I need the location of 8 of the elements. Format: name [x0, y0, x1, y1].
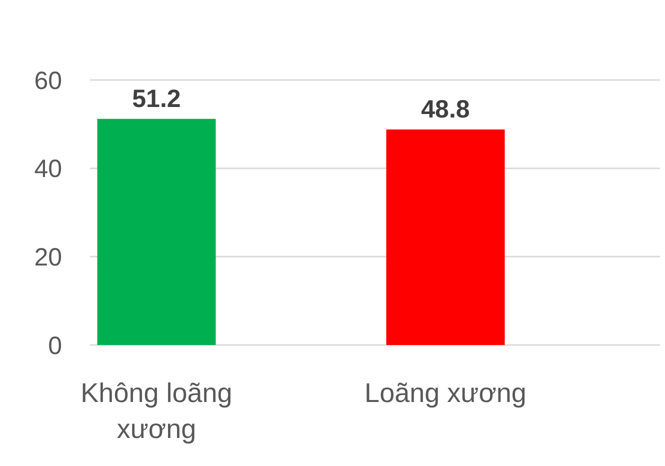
x-tick-label: Loãng xương	[364, 378, 526, 408]
y-tick-label: 40	[34, 155, 62, 184]
data-label: 51.2	[132, 84, 181, 113]
x-tick-label: Không loãng xương	[80, 378, 232, 444]
y-tick-label: 20	[34, 243, 62, 272]
y-tick-label: 0	[48, 332, 62, 360]
data-label: 48.8	[421, 95, 470, 124]
y-tick-label: 60	[34, 66, 62, 95]
